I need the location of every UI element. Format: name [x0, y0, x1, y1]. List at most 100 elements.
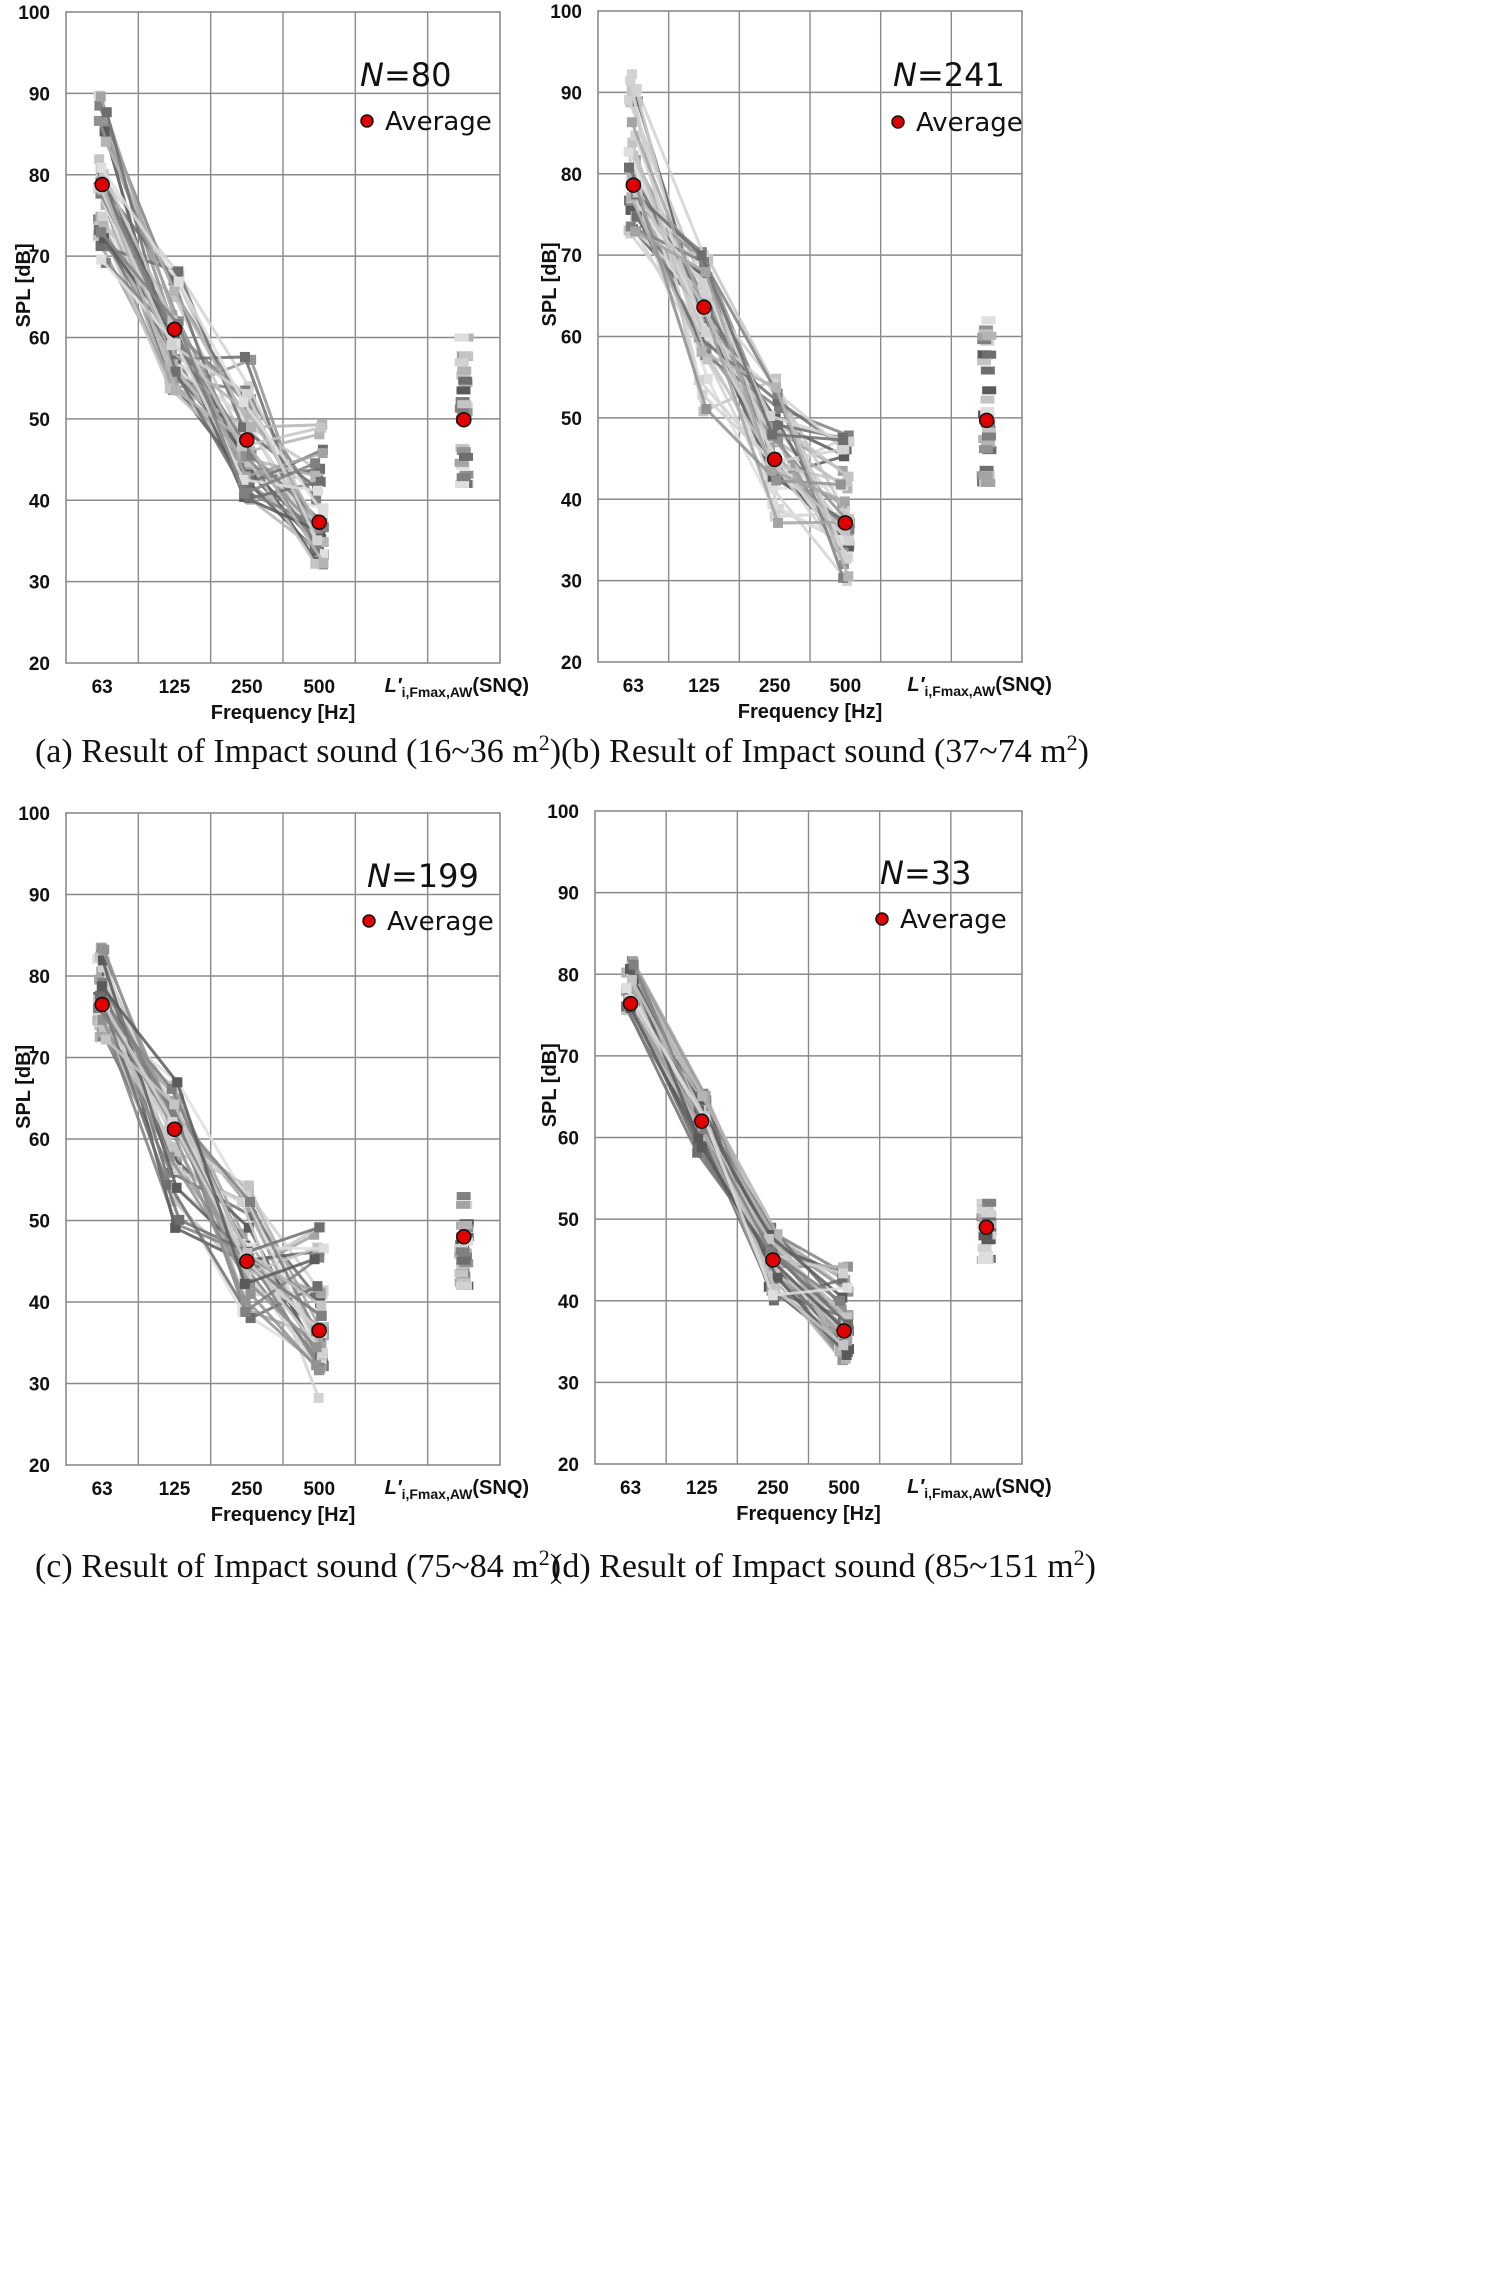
measurement-point: [316, 1300, 327, 1311]
snq-point: [978, 325, 993, 334]
n-value: =199: [391, 857, 479, 895]
snq-point: [456, 371, 471, 380]
snq-sub: i,Fmax,AW: [402, 684, 474, 700]
snq-tail: (SNQ): [472, 675, 529, 697]
measurement-point: [94, 990, 105, 1001]
y-tick-label: 30: [561, 572, 582, 593]
snq-point: [457, 1221, 472, 1230]
measurement-point: [834, 1295, 845, 1306]
caption-text: (a) Result of Impact sound (16~36 m: [35, 733, 539, 770]
measurement-point: [843, 430, 854, 441]
measurement-curve: [103, 234, 317, 565]
measurement-point: [243, 1222, 254, 1233]
measurement-point: [240, 1306, 251, 1317]
measurement-curve: [99, 954, 319, 1320]
snq-point: [982, 350, 997, 359]
measurement-curve: [632, 964, 841, 1302]
snq-point: [454, 1269, 469, 1278]
y-tick-label: 40: [29, 1293, 50, 1314]
snq-sub: i,Fmax,AW: [924, 1485, 996, 1501]
x-tick-label: 250: [231, 677, 263, 698]
panel-caption: (d) Result of Impact sound (85~151 m2): [551, 1545, 1096, 1585]
measurement-curve: [99, 96, 324, 479]
measurement-point: [627, 137, 638, 148]
measurement-point: [317, 448, 328, 459]
legend-marker: [362, 914, 376, 928]
measurement-point: [838, 572, 849, 583]
chart-panel-a: 100 90 80 70 60 50 40 30 20 63 125 250 500 L′i,Fmax,A…: [13, 3, 561, 770]
x-axis-label: Frequency [Hz]: [738, 701, 882, 723]
measurement-point: [239, 351, 250, 362]
measurement-point: [772, 1229, 783, 1240]
snq-point: [981, 478, 996, 487]
measurement-point: [100, 1034, 111, 1045]
snq-tick-label: L′i,Fmax,AW(SNQ): [385, 1477, 529, 1502]
measurement-point: [835, 479, 846, 490]
snq-point: [981, 316, 996, 325]
snq-tail: (SNQ): [472, 1477, 529, 1499]
measurement-point: [774, 403, 785, 414]
n-symbol: N: [367, 857, 391, 895]
y-tick-label: 70: [29, 1049, 50, 1070]
measurement-curve: [100, 985, 316, 1286]
measurement-curve: [630, 121, 847, 525]
y-axis-label: SPL [dB]: [539, 1043, 561, 1127]
measurement-point: [99, 944, 110, 955]
measurement-point: [245, 402, 256, 413]
measurement-point: [702, 373, 713, 384]
measurement-point: [97, 955, 108, 966]
measurement-point: [245, 1313, 256, 1324]
y-tick-label: 20: [29, 1456, 50, 1477]
average-point-63: [94, 996, 110, 1013]
n-value: =241: [917, 56, 1005, 94]
measurement-point: [239, 488, 250, 499]
average-point-63: [622, 995, 639, 1012]
y-tick-label: 100: [550, 2, 582, 23]
measurement-point: [841, 1349, 852, 1360]
measurement-point: [770, 1284, 781, 1295]
measurement-point: [97, 1014, 108, 1025]
measurement-point: [315, 1287, 326, 1298]
measurement-curve: [99, 231, 316, 496]
y-tick-label: 20: [29, 654, 50, 675]
snq-point: [981, 1209, 996, 1218]
snq-point: [456, 1256, 471, 1265]
snq-tick-label: L′i,Fmax,AW(SNQ): [385, 675, 529, 700]
measurement-point: [96, 162, 107, 173]
measurement-point: [237, 422, 248, 433]
y-tick-label: 20: [561, 653, 582, 674]
caption-superscript: 2: [539, 730, 550, 755]
y-tick-label: 60: [561, 328, 582, 349]
average-point-125: [696, 299, 712, 315]
snq-point: [454, 458, 469, 467]
snq-point: [458, 452, 473, 461]
legend-label: Average: [387, 907, 494, 937]
measurement-point: [168, 275, 179, 286]
average-point-63: [94, 176, 110, 193]
measurement-point: [94, 154, 105, 165]
snq-point: [457, 400, 472, 409]
snq-point: [456, 447, 471, 456]
measurement-point: [245, 422, 256, 433]
y-tick-label: 40: [561, 490, 582, 511]
y-tick-label: 80: [29, 967, 50, 988]
measurement-point: [700, 1124, 711, 1135]
n-symbol: N: [360, 56, 384, 94]
measurement-point: [839, 496, 850, 507]
measurement-point: [311, 1360, 322, 1371]
measurement-point: [169, 1099, 180, 1110]
measurement-curve: [632, 960, 849, 1337]
measurement-point: [843, 535, 854, 546]
snq-point: [980, 407, 995, 416]
n-value: =80: [384, 56, 452, 94]
average-point-63: [625, 177, 642, 193]
x-axis-label: Frequency [Hz]: [736, 1503, 880, 1525]
measurement-point: [314, 429, 325, 440]
measurement-point: [238, 474, 249, 485]
y-tick-label: 70: [558, 1047, 579, 1068]
y-tick-label: 70: [561, 246, 582, 267]
measurement-point: [170, 366, 181, 377]
measurement-curve: [102, 949, 318, 1367]
measurement-curve: [105, 111, 321, 500]
measurement-point: [94, 100, 105, 111]
